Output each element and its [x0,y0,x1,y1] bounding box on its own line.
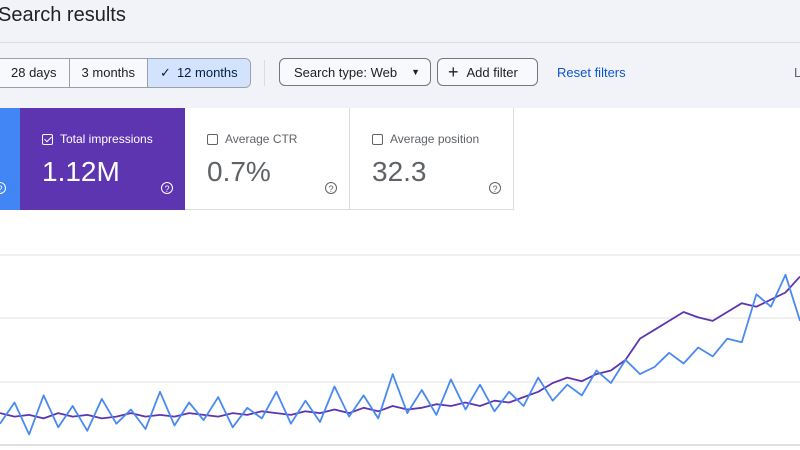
date-range-selector: 28 days 3 months ✓ 12 months [0,58,251,88]
edge-truncated-text: L [794,65,800,80]
range-12-months-button[interactable]: ✓ 12 months [148,59,250,87]
add-filter-button[interactable]: + Add filter [437,58,538,86]
checkbox-unchecked-icon[interactable] [372,133,383,145]
range-3-months-button[interactable]: 3 months [69,59,149,87]
range-12-months-label: 12 months [176,65,238,80]
metric-card-average-position[interactable]: Average position 32.3 ? [350,108,514,210]
metric-label: Average position [372,132,479,146]
metric-value: 1.12M [42,156,120,187]
header-bar: Search results 28 days 3 months ✓ 12 mon… [0,0,800,108]
metric-card-total-clicks[interactable]: ? [0,108,20,210]
metric-value: 32.3 [372,156,427,187]
metric-card-total-impressions[interactable]: Total impressions 1.12M ? [20,108,185,210]
impressions-series-line [0,275,800,420]
add-filter-label: Add filter [466,64,518,80]
page-title: Search results [0,4,126,26]
metric-value: 0.7% [207,156,271,187]
clicks-series-line [0,273,800,436]
plus-icon: + [448,62,459,82]
reset-filters-link[interactable]: Reset filters [557,65,626,80]
help-icon[interactable]: ? [0,182,6,194]
metric-card-average-ctr[interactable]: Average CTR 0.7% ? [185,108,350,210]
dropdown-caret-icon: ▼ [411,67,421,77]
checkbox-unchecked-icon[interactable] [207,133,218,145]
metric-label-text: Total impressions [60,132,153,146]
metric-label-text: Average CTR [225,132,298,146]
help-icon[interactable]: ? [161,182,173,194]
performance-chart [0,254,800,446]
metric-label-text: Average position [390,132,480,146]
range-28-days-button[interactable]: 28 days [0,59,70,87]
metric-label: Total impressions [42,132,153,146]
check-icon: ✓ [160,65,171,80]
chart-grid [0,254,800,446]
search-type-label: Search type: Web [294,64,398,80]
toolbar-separator [264,60,265,86]
help-icon[interactable]: ? [489,182,501,194]
range-3-months-label: 3 months [81,65,136,80]
search-type-dropdown[interactable]: Search type: Web ▼ [279,58,431,86]
header-divider [0,42,800,43]
help-icon[interactable]: ? [325,182,337,194]
metric-label: Average CTR [207,132,297,146]
range-28-days-label: 28 days [11,65,57,80]
checkbox-checked-icon[interactable] [42,133,53,145]
